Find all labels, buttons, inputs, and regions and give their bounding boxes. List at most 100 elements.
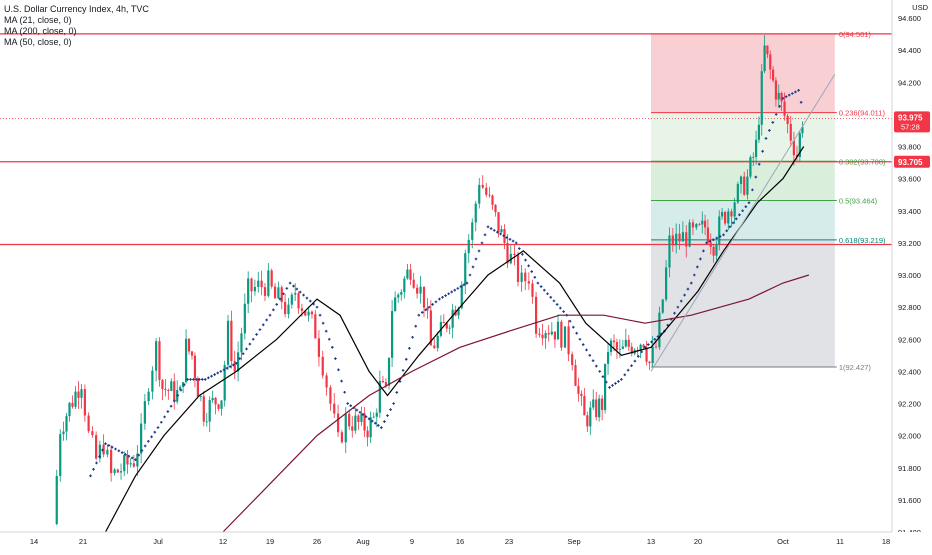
candle-body: [243, 303, 246, 334]
ma21-cross: [689, 281, 693, 285]
time-tick-label: 19: [266, 537, 274, 546]
ma21-cross: [559, 306, 562, 310]
ma21-cross: [496, 230, 499, 234]
ma21-cross: [601, 375, 605, 379]
legend-ma50[interactable]: MA (50, close, 0): [4, 37, 72, 47]
candle-body: [675, 233, 678, 246]
candle-body: [586, 415, 589, 427]
ma21-cross: [595, 364, 598, 368]
ma21-cross: [343, 390, 346, 394]
ma21-cross: [643, 345, 647, 349]
ma21-cross: [278, 297, 282, 301]
candle-body: [354, 415, 357, 431]
candle-body: [161, 380, 164, 389]
candle-body: [630, 346, 633, 354]
candle-body: [743, 176, 746, 195]
legend-ma200[interactable]: MA (200, close, 0): [4, 26, 77, 36]
candle-body: [190, 351, 194, 356]
candle-body: [497, 212, 500, 233]
legend-ma21[interactable]: MA (21, close, 0): [4, 15, 72, 25]
candle-body: [280, 287, 283, 302]
candle-body: [167, 389, 170, 391]
ma21-cross: [751, 188, 754, 192]
ma21-cross: [101, 448, 104, 452]
ma21-cross: [764, 137, 768, 140]
candle-body: [217, 404, 220, 409]
fib-level-label: 0.618(93.219): [839, 236, 886, 245]
ma21-cross: [386, 414, 389, 417]
candle-body: [709, 242, 712, 247]
candle-body: [720, 212, 724, 217]
ma21-cross: [696, 265, 699, 269]
ma21-cross: [361, 413, 365, 416]
candle-body: [381, 380, 385, 383]
ma21-cross: [261, 323, 265, 327]
candle-body: [556, 321, 560, 340]
candle-body: [703, 220, 707, 228]
ma21-cross: [640, 350, 643, 354]
ma21-cross: [143, 444, 147, 448]
ma21-cross: [524, 258, 527, 262]
candle-body: [648, 361, 651, 364]
ma21-cross: [370, 419, 374, 423]
ma21-cross: [543, 288, 546, 292]
ma21-cross: [683, 293, 686, 297]
candle-body: [83, 389, 86, 416]
candle-body: [494, 204, 497, 213]
ma21-cross: [179, 388, 183, 392]
ma21-cross: [98, 455, 101, 458]
time-tick-label: 9: [410, 537, 414, 546]
candle-body: [715, 244, 718, 256]
price-tick-label: 92.200: [898, 400, 921, 409]
ma21-cross: [575, 331, 578, 335]
candle-body: [294, 293, 297, 295]
candle-body: [681, 232, 684, 242]
candle-body: [208, 400, 211, 422]
fib-zone: [651, 239, 835, 368]
ma21-cross: [614, 382, 617, 385]
ma21-cross: [617, 380, 620, 383]
candle-body: [527, 281, 530, 284]
ma21-cross: [505, 236, 509, 239]
candle-body: [550, 331, 553, 335]
ma21-cross: [298, 290, 302, 294]
ma21-cross: [255, 333, 258, 336]
ma21-cross: [213, 373, 216, 376]
currency-label: USD: [912, 3, 928, 12]
price-tick-label: 94.400: [898, 46, 921, 55]
ma21-cross: [747, 201, 751, 205]
candle-body: [771, 69, 775, 81]
candle-body: [727, 211, 730, 224]
candle-body: [394, 297, 397, 312]
time-tick-label: 21: [79, 537, 87, 546]
ma21-cross: [468, 273, 472, 277]
time-tick-label: Oct: [777, 537, 790, 546]
candle-body: [113, 469, 116, 474]
candle-body: [129, 463, 132, 465]
candle-body: [718, 216, 721, 245]
candle-body: [524, 272, 527, 282]
time-tick-label: 16: [456, 537, 464, 546]
ma21-cross: [705, 241, 708, 245]
ma21-cross: [744, 205, 748, 209]
candle-body: [59, 434, 62, 477]
ma21-cross: [210, 374, 213, 378]
ma21-cross: [358, 410, 362, 414]
candle-body: [642, 344, 645, 348]
ma21-cross: [265, 318, 268, 322]
time-axis: 14 21 Jul 12 19 26 Aug 9 16 23 Sep 13 20 Oct 11 18: [0, 531, 932, 550]
candle-body: [253, 286, 256, 292]
ma21-cross: [147, 440, 150, 443]
ma21-cross: [521, 253, 524, 256]
ma21-cross: [225, 366, 229, 370]
candle-body: [500, 229, 503, 233]
candle-body: [429, 310, 432, 346]
candle-body: [366, 430, 369, 438]
candle-body: [325, 375, 328, 388]
ma21-cross: [686, 287, 690, 291]
candle-body: [645, 347, 648, 362]
candle-body: [445, 323, 448, 329]
candle-body: [567, 326, 570, 355]
